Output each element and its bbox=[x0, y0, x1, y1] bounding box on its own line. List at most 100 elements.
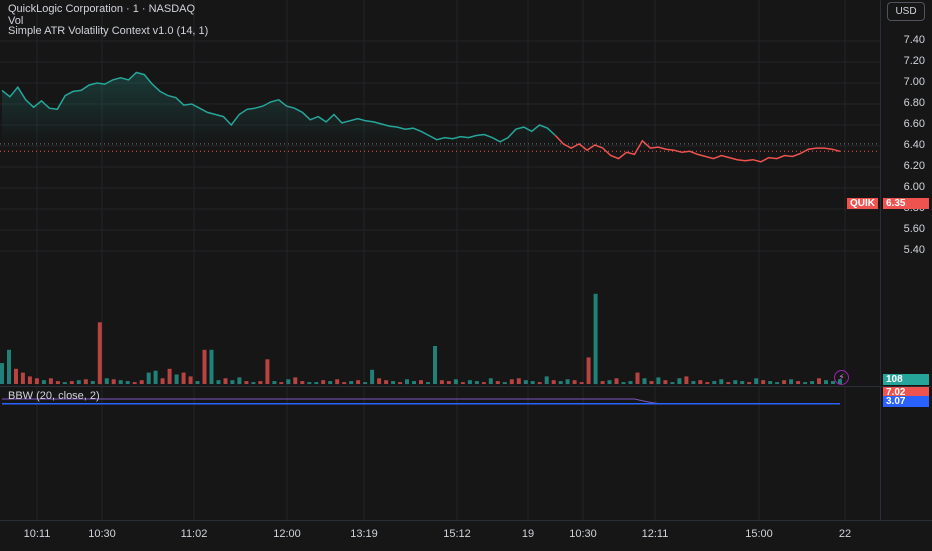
volume-bar bbox=[439, 380, 444, 384]
volume-bar bbox=[516, 378, 521, 384]
volume-bar bbox=[642, 378, 647, 384]
volume-bar bbox=[377, 378, 382, 384]
volume-bar bbox=[453, 379, 458, 385]
volume-bar bbox=[614, 378, 619, 384]
volume-bar bbox=[188, 376, 193, 384]
bbw-indicator-legend[interactable]: BBW (20, close, 2) bbox=[8, 390, 100, 402]
volume-bar bbox=[572, 380, 577, 384]
price-area bbox=[2, 72, 556, 144]
bbw-lower-label: 3.07 bbox=[883, 396, 929, 407]
volume-bar bbox=[656, 377, 661, 385]
volume-bar bbox=[181, 372, 186, 384]
time-tick-label: 10:11 bbox=[23, 528, 51, 540]
volume-bar bbox=[279, 382, 284, 384]
volume-bar bbox=[132, 382, 137, 384]
volume-bar bbox=[349, 381, 354, 384]
volume-value-label: 108 bbox=[883, 374, 929, 385]
volume-bar bbox=[530, 381, 535, 384]
price-tick-label: 7.20 bbox=[903, 55, 925, 67]
time-tick-label: 22 bbox=[838, 528, 852, 540]
price-tick-label: 5.60 bbox=[903, 223, 925, 235]
volume-bar bbox=[251, 382, 256, 384]
volume-bar bbox=[146, 372, 151, 384]
volume-bar bbox=[670, 382, 675, 384]
volume-bar bbox=[405, 379, 409, 385]
volume-bar bbox=[209, 349, 214, 384]
volume-bar bbox=[265, 359, 270, 384]
volume-bar bbox=[754, 378, 759, 384]
volume-bar bbox=[551, 380, 556, 384]
volume-bar bbox=[223, 378, 228, 384]
bbw-pane[interactable] bbox=[0, 386, 880, 521]
volume-bar bbox=[202, 349, 207, 384]
time-tick-label: 13:19 bbox=[350, 528, 378, 540]
atr-indicator-legend[interactable]: Simple ATR Volatility Context v1.0 (14, … bbox=[8, 25, 209, 37]
symbol-legend[interactable]: QuickLogic Corporation · 1 · NASDAQ bbox=[8, 3, 196, 15]
volume-bar bbox=[761, 380, 766, 384]
time-tick-label: 10:30 bbox=[88, 528, 116, 540]
currency-button[interactable]: USD bbox=[887, 2, 925, 21]
volume-bar bbox=[579, 382, 584, 384]
volume-bar bbox=[726, 382, 731, 384]
volume-bar bbox=[391, 381, 396, 384]
volume-bar bbox=[335, 379, 340, 385]
bbw-axis[interactable] bbox=[880, 386, 932, 521]
volume-bar bbox=[48, 378, 53, 384]
volume-legend[interactable]: Vol bbox=[8, 15, 24, 27]
volume-bar bbox=[733, 380, 738, 384]
volume-bar bbox=[83, 379, 88, 385]
volume-bar bbox=[796, 381, 801, 384]
volume-bar bbox=[244, 381, 249, 384]
price-axis[interactable]: 7.407.207.006.806.606.406.206.005.805.60… bbox=[880, 0, 932, 385]
price-chart-svg[interactable] bbox=[0, 0, 880, 385]
volume-bar bbox=[719, 379, 724, 385]
volume-bar bbox=[300, 381, 305, 384]
volume-bar bbox=[230, 380, 235, 384]
volume-bar bbox=[705, 382, 710, 384]
volume-bar bbox=[817, 378, 821, 384]
time-tick-label: 12:11 bbox=[641, 528, 669, 540]
lightning-icon[interactable]: ⚡ bbox=[834, 370, 849, 385]
volume-bar bbox=[0, 363, 4, 384]
price-tick-label: 6.60 bbox=[903, 118, 925, 130]
bbw-chart-svg bbox=[2, 387, 846, 521]
volume-bar bbox=[342, 382, 347, 384]
volume-bar bbox=[628, 381, 633, 384]
volume-bar bbox=[712, 381, 717, 384]
time-axis[interactable]: 10:11 10:30 11:02 12:00 13:19 15:12 19 10:30 12:… bbox=[0, 520, 932, 551]
volume-bar bbox=[460, 382, 465, 384]
volume-bar bbox=[831, 381, 835, 384]
volume-bar bbox=[272, 381, 277, 384]
volume-bar bbox=[370, 369, 375, 385]
volume-bar bbox=[384, 380, 389, 384]
price-tick-label: 6.40 bbox=[903, 139, 925, 151]
volume-bar bbox=[237, 377, 242, 385]
price-chart[interactable] bbox=[0, 0, 880, 385]
price-tick-label: 7.40 bbox=[903, 34, 925, 46]
price-line-session-2 bbox=[554, 134, 841, 163]
volume-bar bbox=[565, 379, 570, 385]
volume-bar bbox=[34, 378, 39, 384]
volume-bar bbox=[446, 381, 451, 384]
volume-bar bbox=[677, 378, 682, 384]
volume-bar bbox=[216, 380, 221, 384]
volume-bar bbox=[195, 381, 200, 384]
volume-bar bbox=[111, 379, 116, 385]
volume-bar bbox=[544, 376, 549, 384]
volume-bar bbox=[118, 380, 123, 384]
volume-bar bbox=[740, 381, 745, 384]
volume-bar bbox=[328, 381, 333, 384]
volume-bar bbox=[14, 368, 18, 384]
volume-bar bbox=[810, 381, 815, 384]
volume-bar bbox=[698, 380, 703, 384]
time-tick-label: 15:12 bbox=[443, 528, 471, 540]
volume-bar bbox=[55, 381, 60, 384]
bbw-upper-label: 7.02 bbox=[883, 387, 929, 398]
volume-bar bbox=[509, 379, 514, 385]
volume-bar bbox=[41, 380, 46, 384]
time-tick-label: 12:00 bbox=[273, 528, 301, 540]
volume-bar bbox=[621, 382, 626, 384]
volume-bar bbox=[419, 380, 423, 384]
volume-bar bbox=[139, 380, 144, 384]
price-tick-label: 7.00 bbox=[903, 76, 925, 88]
